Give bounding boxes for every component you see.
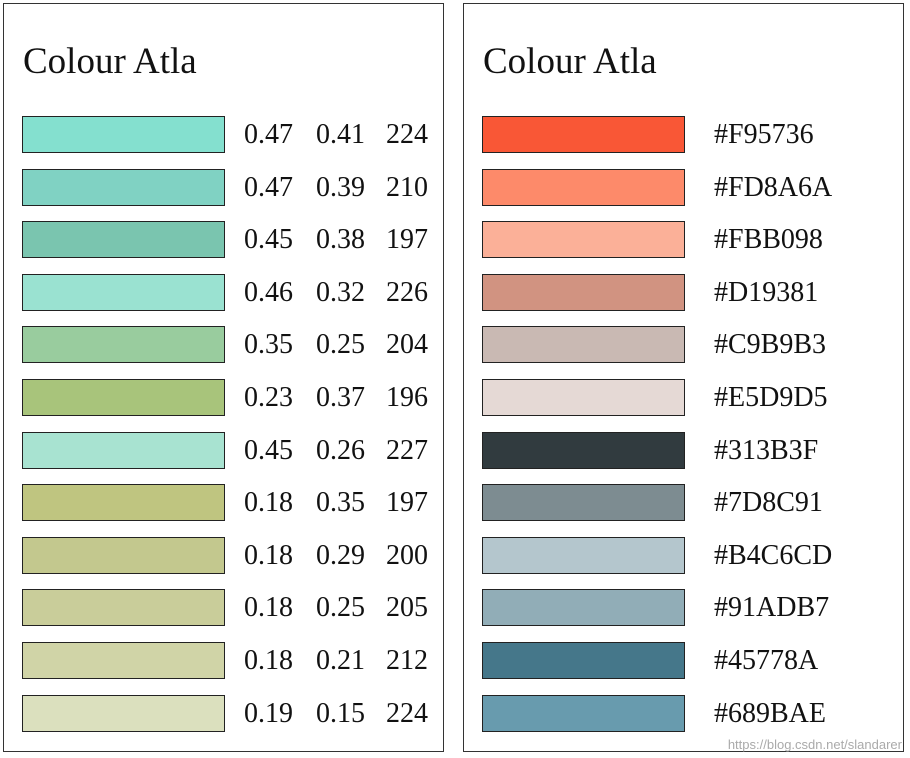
hsv-value: 0.45 — [244, 224, 293, 256]
color-swatch — [22, 168, 225, 206]
hsv-value: 0.37 — [316, 382, 365, 413]
hsv-value: 212 — [386, 645, 428, 676]
hex-code: #7D8C91 — [714, 487, 823, 519]
color-swatch — [22, 326, 225, 364]
hex-code: #B4C6CD — [714, 539, 833, 571]
hsv-value: 0.46 — [244, 276, 293, 308]
hsv-value: 226 — [386, 276, 428, 308]
hsv-value: 197 — [386, 487, 428, 519]
hsv-value: 204 — [386, 329, 428, 361]
color-swatch — [482, 642, 685, 679]
hsv-value: 0.47 — [244, 171, 293, 203]
color-swatch — [482, 116, 685, 153]
color-swatch — [22, 694, 225, 732]
hsv-value: 197 — [386, 224, 428, 256]
hex-code: #91ADB7 — [714, 592, 830, 624]
hsv-value: 0.39 — [316, 171, 365, 203]
hsv-value: 0.35 — [244, 329, 293, 361]
hsv-value: 0.41 — [316, 119, 365, 150]
color-swatch — [482, 379, 685, 416]
color-swatch — [22, 589, 225, 627]
color-swatch — [22, 273, 225, 311]
hex-code: #E5D9D5 — [714, 382, 828, 413]
right-panel: Colour Atla #F95736 #FD8A6A #FBB098 #D19381… — [463, 3, 904, 752]
hsv-value: 196 — [386, 382, 428, 413]
hsv-value: 0.26 — [316, 434, 365, 466]
hex-code: #689BAE — [714, 697, 826, 729]
hsv-value: 200 — [386, 539, 428, 571]
color-swatch — [22, 116, 225, 153]
color-swatch — [482, 273, 685, 311]
hsv-value: 205 — [386, 592, 428, 624]
hsv-value: 0.47 — [244, 119, 293, 150]
hsv-value: 0.21 — [316, 645, 365, 676]
hsv-value: 227 — [386, 434, 428, 466]
color-swatch — [482, 326, 685, 364]
color-swatch — [482, 589, 685, 627]
hsv-value: 0.29 — [316, 539, 365, 571]
hsv-value: 0.32 — [316, 276, 365, 308]
hex-code: #C9B9B3 — [714, 329, 827, 361]
hsv-value: 0.18 — [244, 539, 293, 571]
hsv-value: 210 — [386, 171, 428, 203]
color-swatch — [482, 431, 685, 469]
color-swatch — [22, 431, 225, 469]
hsv-value: 0.25 — [316, 592, 365, 624]
color-swatch — [22, 484, 225, 522]
watermark: https://blog.csdn.net/slandarer — [727, 737, 902, 752]
hsv-value: 224 — [386, 697, 428, 729]
panel-title: Colour Atla — [23, 41, 197, 82]
color-swatch — [482, 484, 685, 522]
hex-code: #FD8A6A — [714, 171, 833, 203]
hsv-value: 0.18 — [244, 645, 293, 676]
hex-code: #FBB098 — [714, 224, 823, 256]
hex-code: #F95736 — [714, 119, 814, 150]
color-swatch — [22, 642, 225, 679]
hsv-value: 0.25 — [316, 329, 365, 361]
color-swatch — [482, 221, 685, 259]
hex-code: #D19381 — [714, 276, 819, 308]
panel-title: Colour Atla — [483, 41, 657, 82]
color-swatch — [22, 379, 225, 416]
hsv-value: 0.35 — [316, 487, 365, 519]
hsv-value: 224 — [386, 119, 428, 150]
hsv-value: 0.19 — [244, 697, 293, 729]
hsv-value: 0.45 — [244, 434, 293, 466]
color-swatch — [482, 168, 685, 206]
hex-code: #313B3F — [714, 434, 819, 466]
hex-code: #45778A — [714, 645, 819, 676]
color-swatch — [482, 536, 685, 574]
color-swatch — [482, 694, 685, 732]
hsv-value: 0.18 — [244, 487, 293, 519]
left-panel: Colour Atla 0.47 0.41 224 0.47 0.39 210 0.45 0.… — [3, 3, 444, 752]
color-swatch — [22, 221, 225, 259]
color-swatch — [22, 536, 225, 574]
hsv-value: 0.23 — [244, 382, 293, 413]
hsv-value: 0.18 — [244, 592, 293, 624]
hsv-value: 0.38 — [316, 224, 365, 256]
hsv-value: 0.15 — [316, 697, 365, 729]
